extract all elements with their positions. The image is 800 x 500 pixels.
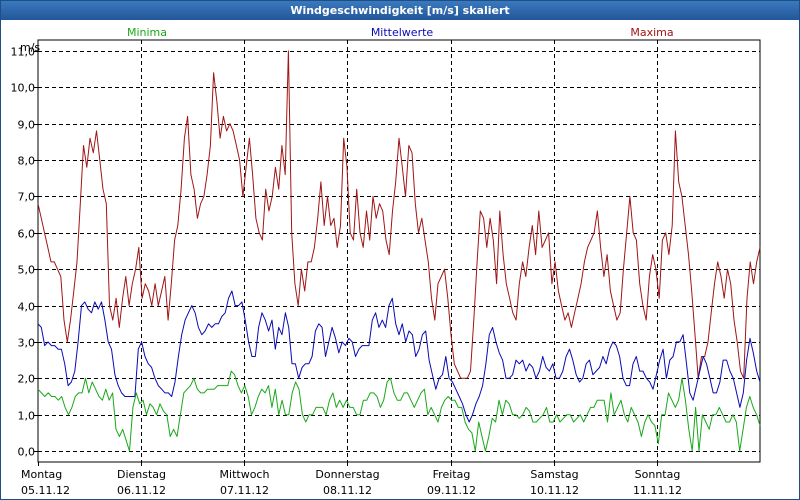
x-tick-day: Montag	[21, 468, 62, 481]
y-tick-label: 8,0	[18, 155, 36, 168]
y-axis: m/s 0,0 1,0 2,0 3,0 4,0 5,0 6,0 7,0 8,0 9,0 10,0 11…	[11, 41, 41, 459]
x-tick-day: Samstag	[530, 468, 578, 481]
x-tick-date: 05.11.12	[21, 484, 70, 497]
y-tick-label: 6,0	[18, 228, 36, 241]
x-tick-day: Mittwoch	[220, 468, 270, 481]
plot-area	[37, 39, 761, 463]
series-line-mittelwerte	[37, 290, 761, 423]
x-tick-date: 09.11.12	[427, 484, 476, 497]
x-tick-day: Sonntag	[635, 468, 681, 481]
x-tick-date: 08.11.12	[323, 484, 372, 497]
x-tick-date: 06.11.12	[117, 484, 166, 497]
y-tick-label: 0,0	[18, 446, 36, 459]
legend: Minima Mittelwerte Maxima	[127, 26, 674, 39]
x-tick-date: 07.11.12	[220, 484, 269, 497]
y-tick-label: 1,0	[18, 410, 36, 423]
legend-maxima: Maxima	[630, 26, 673, 39]
x-tick-day: Donnerstag	[315, 468, 379, 481]
x-axis: Montag 05.11.12 Dienstag 06.11.12 Mittwoch 07…	[21, 462, 682, 497]
y-axis-label: m/s	[20, 41, 40, 54]
y-tick-label: 11,0	[11, 46, 36, 59]
y-tick-label: 10,0	[11, 82, 36, 95]
x-tick-day: Freitag	[433, 468, 471, 481]
y-tick-label: 3,0	[18, 337, 36, 350]
y-tick-label: 9,0	[18, 119, 36, 132]
series-line-minima	[37, 370, 761, 452]
y-tick-label: 4,0	[18, 301, 36, 314]
y-tick-label: 7,0	[18, 191, 36, 204]
y-tick-label: 5,0	[18, 264, 36, 277]
grid	[38, 40, 760, 462]
y-tick-label: 2,0	[18, 373, 36, 386]
legend-minima: Minima	[127, 26, 167, 39]
chart-title: Windgeschwindigkeit [m/s] skaliert	[1, 1, 799, 20]
x-tick-date: 11.11.12	[633, 484, 682, 497]
x-tick-date: 10.11.12	[530, 484, 579, 497]
series-group	[37, 50, 761, 452]
x-tick-day: Dienstag	[117, 468, 166, 481]
series-line-maxima	[37, 50, 761, 379]
legend-mittelwerte: Mittelwerte	[371, 26, 434, 39]
